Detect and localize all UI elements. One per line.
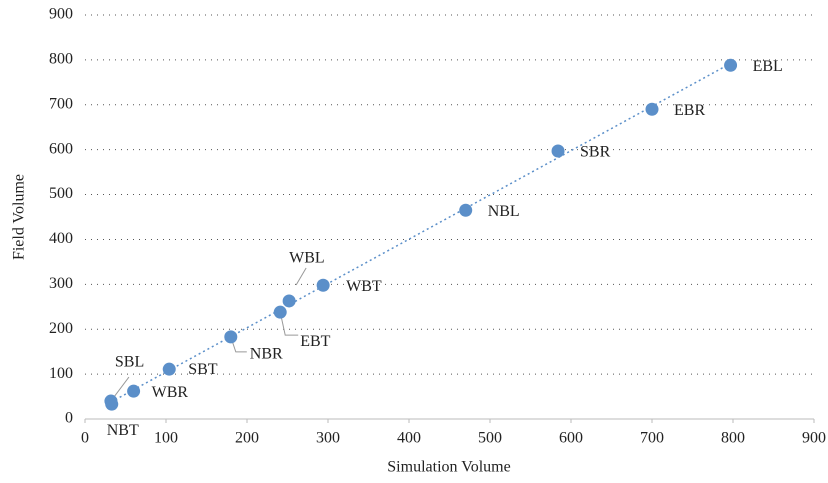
leader-line: [295, 267, 307, 286]
point: [104, 394, 118, 408]
point: [282, 294, 296, 308]
x-tick-label: 800: [721, 430, 745, 447]
point-label: NBR: [250, 346, 283, 363]
x-tick-label: 700: [640, 430, 664, 447]
point-label: WBR: [152, 384, 189, 401]
point: [551, 144, 565, 158]
point-label: EBL: [753, 58, 783, 75]
point-label: SBL: [115, 354, 144, 371]
point-label: NBT: [107, 422, 139, 439]
y-axis-title: Field Volume: [11, 174, 28, 260]
point-label: NBL: [488, 203, 520, 220]
point: [724, 58, 738, 72]
point-label: EBT: [300, 333, 330, 350]
x-tick-label: 200: [235, 430, 259, 447]
x-tick-label: 500: [478, 430, 502, 447]
point: [127, 384, 141, 398]
y-tick-label: 600: [49, 140, 73, 157]
point: [316, 278, 330, 292]
point: [459, 203, 473, 217]
y-tick-label: 300: [49, 275, 73, 292]
x-tick-label: 600: [559, 430, 583, 447]
x-tick-label: 0: [81, 430, 89, 447]
y-tick-label: 500: [49, 185, 73, 202]
x-tick-label: 100: [154, 430, 178, 447]
y-tick-label: 200: [49, 320, 73, 337]
leader-line: [279, 312, 299, 336]
y-tick-label: 900: [49, 6, 73, 23]
x-axis-title: Simulation Volume: [387, 459, 510, 476]
y-tick-label: 700: [49, 95, 73, 112]
y-tick-label: 0: [65, 410, 73, 427]
point-label: SBR: [580, 144, 611, 161]
point: [162, 362, 176, 376]
y-tick-label: 100: [49, 365, 73, 382]
x-tick-label: 300: [316, 430, 340, 447]
point-label: SBT: [188, 361, 218, 378]
point: [224, 330, 238, 344]
y-tick-label: 400: [49, 230, 73, 247]
point: [273, 305, 287, 319]
point: [645, 102, 659, 116]
x-tick-label: 900: [802, 430, 826, 447]
trendline: [110, 62, 731, 403]
point-label: WBT: [346, 278, 382, 295]
point-label: WBL: [289, 250, 325, 267]
point-label: EBR: [674, 102, 705, 119]
y-tick-label: 800: [49, 51, 73, 68]
x-tick-label: 400: [397, 430, 421, 447]
